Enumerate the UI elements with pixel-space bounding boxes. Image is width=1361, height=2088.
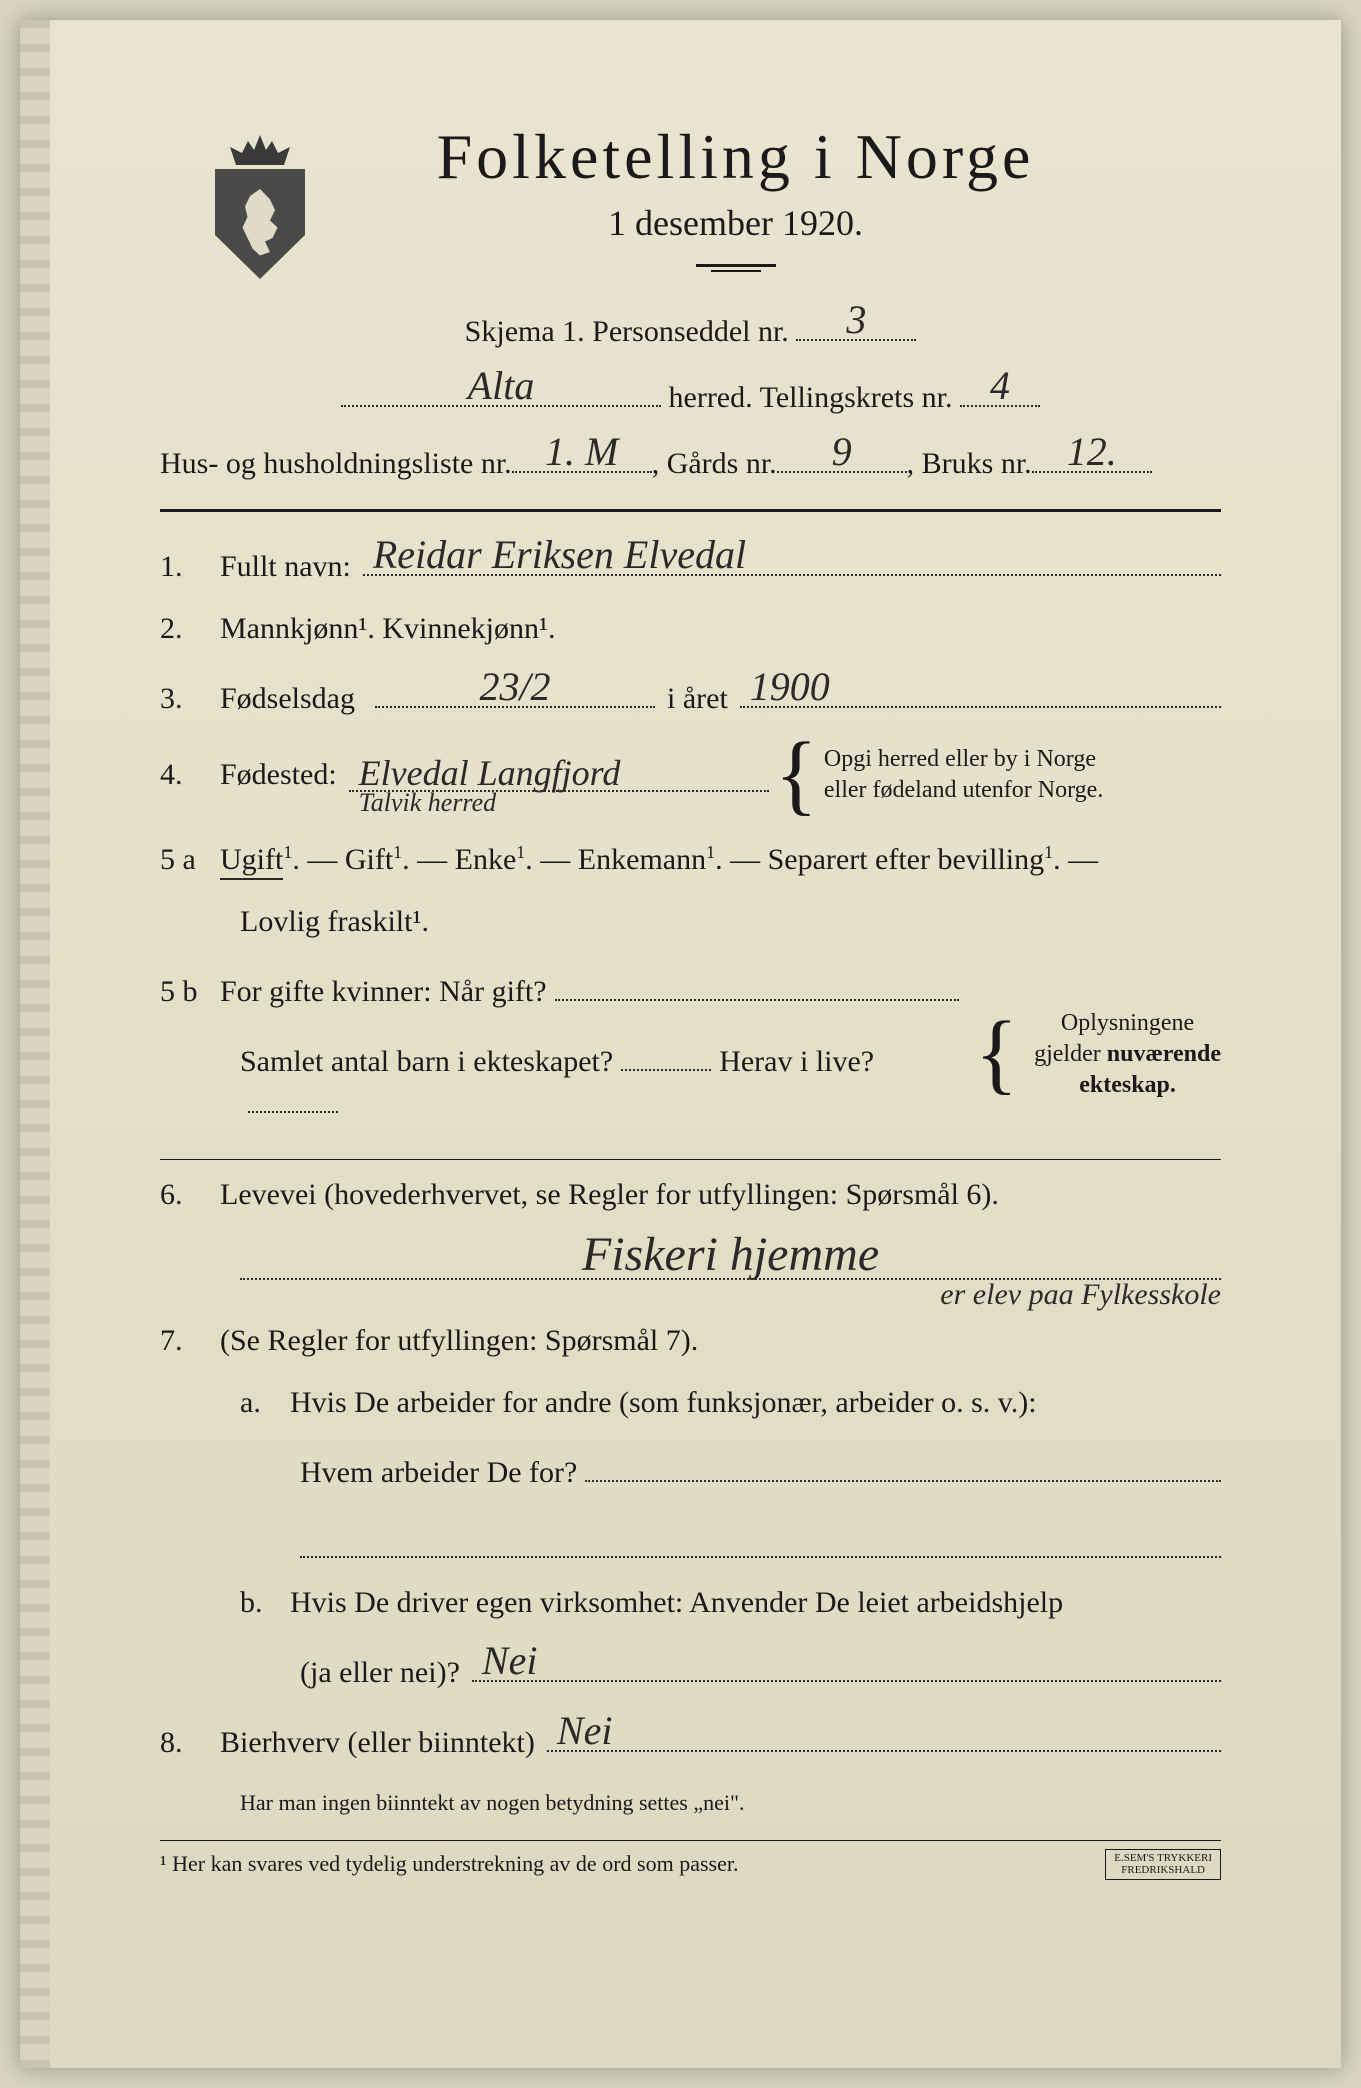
q5b-label2b: Herav i live?	[719, 1045, 874, 1079]
q7a-blank	[300, 1518, 1221, 1558]
q7a-text1: Hvis De arbeider for andre (som funksjon…	[290, 1386, 1037, 1420]
census-form-page: Folketelling i Norge 1 desember 1920. Sk…	[20, 20, 1341, 2068]
q6-num: 6.	[160, 1178, 220, 1212]
q4-value2: Talvik herred	[359, 788, 496, 818]
printer-stamp: E.SEM'S TRYKKERI FREDRIKSHALD	[1105, 1849, 1221, 1879]
hus-line: Hus- og husholdningsliste nr. 1. M , Går…	[160, 439, 1221, 481]
ugift-underlined: Ugift	[220, 843, 283, 880]
q2-num: 2.	[160, 612, 220, 646]
divider-2	[160, 1159, 1221, 1160]
q8-line: 8. Bierhverv (eller biinntekt) Nei	[160, 1718, 1221, 1760]
herred-line: Alta herred. Tellingskrets nr. 4	[160, 373, 1221, 415]
q7b-line1: b. Hvis De driver egen virksomhet: Anven…	[160, 1586, 1221, 1620]
hus-label: Hus- og husholdningsliste nr.	[160, 447, 512, 481]
q5b-label1: For gifte kvinner: Når gift?	[220, 975, 547, 1009]
q7b-value: Nei	[482, 1637, 538, 1684]
q3-day: 23/2	[479, 663, 550, 710]
q8-value: Nei	[557, 1707, 613, 1754]
q3-line: 3. Fødselsdag 23/2 i året 1900	[160, 674, 1221, 716]
q2-line: 2. Mannkjønn¹. Kvinnekjønn¹.	[160, 612, 1221, 646]
gards-nr: 9	[832, 428, 852, 475]
title-rule	[696, 264, 776, 267]
crown-icon	[230, 135, 290, 165]
q5b-num: 5 b	[160, 975, 220, 1009]
q1-line: 1. Fullt navn: Reidar Eriksen Elvedal	[160, 542, 1221, 584]
q7b-line2: (ja eller nei)? Nei	[160, 1648, 1221, 1690]
q5a-text: Ugift1. — Gift1. — Enke1. — Enkemann1. —…	[220, 842, 1098, 877]
footnote-text: ¹ Her kan svares ved tydelig understrekn…	[160, 1851, 738, 1877]
q8-label: Bierhverv (eller biinntekt)	[220, 1726, 535, 1760]
q7a-line2: Hvem arbeider De for?	[160, 1448, 1221, 1490]
q5b-block: 5 b For gifte kvinner: Når gift? Samlet …	[160, 967, 1221, 1141]
q3-num: 3.	[160, 682, 220, 716]
q1-label: Fullt navn:	[220, 550, 351, 584]
shield-icon	[215, 169, 305, 279]
q3-year: 1900	[750, 663, 830, 710]
main-title: Folketelling i Norge	[250, 120, 1221, 194]
gards-label: , Gårds nr.	[652, 447, 777, 481]
coat-of-arms	[210, 135, 310, 275]
title-block: Folketelling i Norge 1 desember 1920.	[160, 120, 1221, 267]
bruks-nr: 12.	[1067, 428, 1117, 475]
q7-line: 7. (Se Regler for utfyllingen: Spørsmål …	[160, 1324, 1221, 1358]
q4-line: 4. Fødested: Elvedal Langfjord Talvik he…	[160, 744, 1221, 806]
q1-value: Reidar Eriksen Elvedal	[373, 531, 746, 578]
q5b-line2: Samlet antal barn i ekteskapet? Herav i …	[160, 1037, 959, 1113]
q7b-text1: Hvis De driver egen virksomhet: Anvender…	[290, 1586, 1063, 1620]
q4-num: 4.	[160, 758, 220, 792]
q3-label: Fødselsdag	[220, 682, 355, 716]
q7-label: (Se Regler for utfyllingen: Spørsmål 7).	[220, 1324, 698, 1358]
brace-icon: {	[775, 748, 818, 802]
q7b-text2: (ja eller nei)?	[300, 1656, 460, 1690]
q7-num: 7.	[160, 1324, 220, 1358]
q5b-line1: 5 b For gifte kvinner: Når gift?	[160, 967, 959, 1009]
q7a-line1: a. Hvis De arbeider for andre (som funks…	[160, 1386, 1221, 1420]
q5a-text2: Lovlig fraskilt¹.	[240, 905, 429, 939]
skjema-line: Skjema 1. Personseddel nr. 3	[160, 307, 1221, 349]
brace-icon-2: {	[975, 1027, 1018, 1081]
q7a-num: a.	[240, 1386, 290, 1420]
q7b-num: b.	[240, 1586, 290, 1620]
q5a-line2: Lovlig fraskilt¹.	[160, 905, 1221, 939]
q5a-num: 5 a	[160, 843, 220, 877]
q5a-line: 5 a Ugift1. — Gift1. — Enke1. — Enkemann…	[160, 842, 1221, 877]
skjema-label: Skjema 1. Personseddel nr.	[465, 315, 789, 348]
q7a-text2: Hvem arbeider De for?	[300, 1456, 577, 1490]
q1-num: 1.	[160, 550, 220, 584]
personseddel-nr: 3	[846, 296, 866, 343]
lion-icon	[235, 189, 285, 259]
tellingskrets-nr: 4	[990, 362, 1010, 409]
herred-label: herred. Tellingskrets nr.	[669, 381, 953, 414]
q4-label: Fødested:	[220, 758, 337, 792]
q6-answer-line: Fiskeri hjemme er elev paa Fylkesskole	[240, 1240, 1221, 1280]
q5b-label2a: Samlet antal barn i ekteskapet?	[240, 1045, 613, 1079]
q8-num: 8.	[160, 1726, 220, 1760]
divider-1	[160, 509, 1221, 512]
q3-mid: i året	[667, 682, 728, 716]
q6-value: Fiskeri hjemme	[582, 1227, 879, 1282]
hus-nr: 1. M	[545, 428, 618, 475]
q2-label: Mannkjønn¹. Kvinnekjønn¹.	[220, 612, 555, 646]
q6-line: 6. Levevei (hovederhvervet, se Regler fo…	[160, 1178, 1221, 1212]
form-body: Skjema 1. Personseddel nr. 3 Alta herred…	[160, 307, 1221, 1880]
q4-note: Opgi herred eller by i Norge eller fødel…	[824, 744, 1103, 806]
q5b-side: Oplysningene gjelder nuværende ekteskap.	[1034, 1008, 1221, 1102]
q6-label: Levevei (hovederhvervet, se Regler for u…	[220, 1178, 999, 1212]
herred-value: Alta	[468, 362, 535, 409]
subtitle-date: 1 desember 1920.	[250, 202, 1221, 244]
footnote: ¹ Her kan svares ved tydelig understrekn…	[160, 1840, 1221, 1879]
q6-value2: er elev paa Fylkesskole	[940, 1278, 1221, 1312]
bruks-label: , Bruks nr.	[907, 447, 1032, 481]
note-8: Har man ingen biinntekt av nogen betydni…	[160, 1790, 1221, 1816]
